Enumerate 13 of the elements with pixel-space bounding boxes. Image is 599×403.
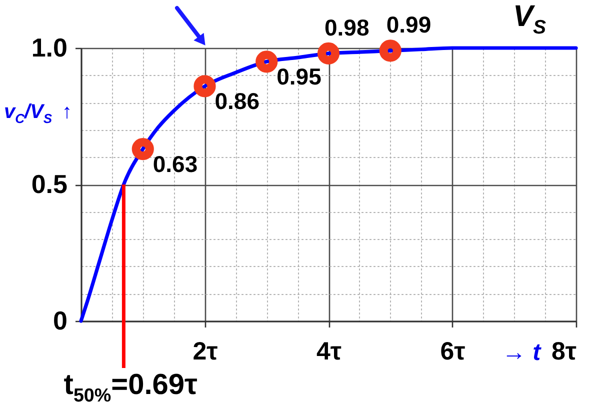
x-axis-title: → t: [502, 339, 542, 366]
y-tick-label: 0.5: [31, 169, 68, 199]
data-label: 0.98: [324, 14, 370, 40]
data-label: 0.95: [276, 64, 322, 90]
y-tick-label: 0: [53, 306, 68, 336]
data-label: 0.99: [386, 12, 432, 38]
data-label: 0.86: [214, 88, 260, 114]
data-label: 0.63: [152, 151, 198, 178]
x-tick-label: 4τ: [316, 338, 342, 366]
x-tick-label: 8τ: [551, 338, 576, 366]
y-tick-label: 1.0: [31, 32, 68, 62]
x-tick-label: 2τ: [192, 338, 218, 366]
x-tick-label: 6τ: [440, 338, 466, 366]
